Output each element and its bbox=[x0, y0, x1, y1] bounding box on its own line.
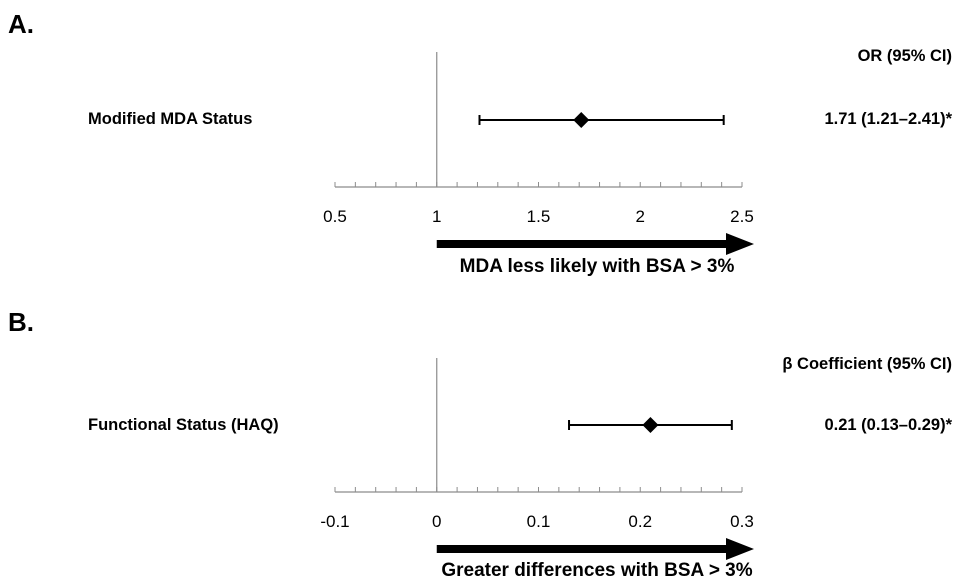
tick-label: 1.5 bbox=[527, 207, 551, 226]
tick-label: 0 bbox=[432, 512, 441, 531]
stat-header-a: OR (95% CI) bbox=[858, 47, 952, 65]
tick-label: 1 bbox=[432, 207, 441, 226]
panel-letter-a: A. bbox=[8, 9, 34, 39]
tick-label: 0.2 bbox=[628, 512, 652, 531]
row-label-b: Functional Status (HAQ) bbox=[88, 416, 279, 434]
tick-label: 0.1 bbox=[527, 512, 551, 531]
tick-label: 2.5 bbox=[730, 207, 754, 226]
tick-label: 2 bbox=[636, 207, 645, 226]
arrow-caption-a: MDA less likely with BSA > 3% bbox=[460, 256, 735, 277]
panel-a: A. OR (95% CI) Modified MDA Status 1.71 … bbox=[8, 9, 953, 277]
arrow-caption-b: Greater differences with BSA > 3% bbox=[441, 560, 752, 579]
stat-header-b: β Coefficient (95% CI) bbox=[782, 355, 952, 373]
row-stat-a: 1.71 (1.21–2.41)* bbox=[824, 110, 952, 128]
direction-arrow bbox=[436, 538, 754, 560]
tick-label: -0.1 bbox=[320, 512, 349, 531]
point-estimate-diamond bbox=[642, 417, 659, 433]
direction-arrow bbox=[436, 233, 754, 255]
tick-label: 0.5 bbox=[323, 207, 347, 226]
tick-label: 0.3 bbox=[730, 512, 754, 531]
point-estimate-diamond bbox=[573, 112, 590, 128]
panel-b: B. β Coefficient (95% CI) Functional Sta… bbox=[8, 307, 953, 579]
panel-letter-b: B. bbox=[8, 307, 34, 337]
row-stat-b: 0.21 (0.13–0.29)* bbox=[824, 416, 952, 434]
row-label-a: Modified MDA Status bbox=[88, 110, 252, 128]
